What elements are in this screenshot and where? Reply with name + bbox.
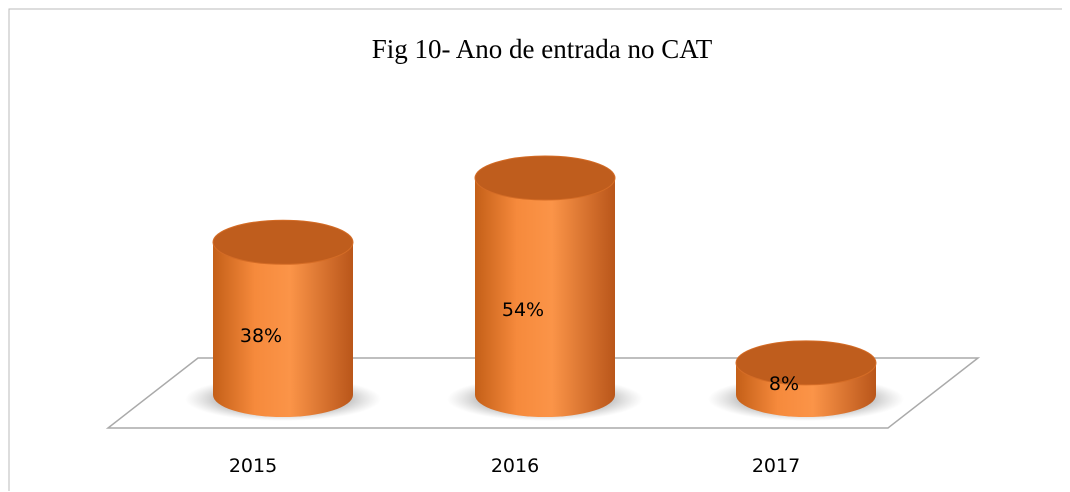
chart-border — [8, 8, 1062, 491]
bar — [475, 178, 615, 417]
bar-top — [735, 340, 877, 386]
bar — [213, 242, 353, 417]
bar-top — [212, 219, 354, 265]
bar-top — [474, 155, 616, 201]
value-label: 54% — [502, 299, 544, 321]
x-tick-label: 2017 — [752, 455, 800, 477]
chart-title: Fig 10- Ano de entrada no CAT — [372, 34, 713, 64]
x-tick-label: 2015 — [229, 455, 277, 477]
x-tick-label: 2016 — [491, 455, 539, 477]
value-label: 38% — [240, 325, 282, 347]
value-label: 8% — [769, 373, 799, 395]
